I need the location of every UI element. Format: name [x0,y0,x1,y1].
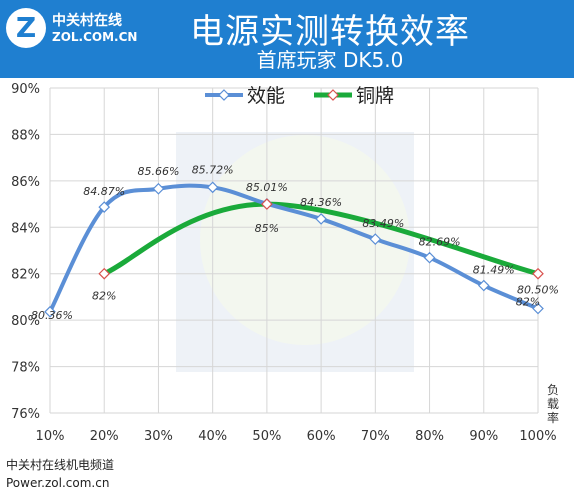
y-tick-label: 84% [11,221,40,236]
efficiency-point [423,251,436,264]
data-label-efficiency: 83.49% [362,217,404,230]
y-tick-label: 82% [11,268,40,283]
data-label-bronze: 82% [92,290,116,303]
chart-title: 电源实测转换效率 [190,12,470,52]
header-banner: Z 中关村在线 ZOL.COM.CN 电源实测转换效率 首席玩家 DK5.0 [0,0,574,78]
x-tick-label: 20% [90,429,119,444]
efficiency-point [98,201,111,213]
chart-subtitle: 首席玩家 DK5.0 [256,48,404,72]
efficiency-point [315,213,327,225]
x-tick-label: 100% [519,429,556,444]
efficiency-point [206,181,219,194]
y-tick-label: 86% [11,175,40,190]
footer-source: 中关村在线机电频道 [6,458,115,472]
x-tick-label: 80% [415,429,444,444]
efficiency-point [477,279,490,292]
y-tick-label: 90% [11,82,40,97]
data-label-efficiency: 81.49% [473,264,515,277]
bronze-point [261,198,273,210]
y-tick-label: 80% [11,314,40,329]
x-tick-label: 70% [361,429,390,444]
data-label-efficiency: 85.66% [137,165,179,178]
bronze-point [532,267,544,280]
legend-label-bronze: 铜牌 [356,85,394,107]
y-tick-label: 78% [11,361,40,376]
y-tick-label: 76% [11,407,40,422]
efficiency-point [369,233,382,245]
efficiency-point [152,182,165,195]
watermark-circle [200,135,410,345]
data-label-efficiency: 84.36% [300,196,342,209]
x-tick-label: 60% [307,429,336,444]
data-label-efficiency: 85.01% [246,181,288,194]
legend-label-efficiency: 效能 [247,85,285,107]
data-label-efficiency: 85.72% [192,163,234,176]
x-axis-title: 负载率 [547,383,559,425]
x-tick-label: 10% [36,429,65,444]
legend-marker-efficiency [218,89,230,101]
legend-marker-bronze [327,89,339,101]
data-label-efficiency: 80.36% [31,309,73,322]
bronze-point [98,267,111,280]
zol-logo-icon: Z [6,8,46,48]
y-tick-label: 88% [11,128,40,143]
series-line-efficiency [48,183,540,314]
logo-cn-text: 中关村在线 [52,13,122,29]
data-label-efficiency: 82.69% [419,236,461,249]
logo-en-text: ZOL.COM.CN [52,30,138,44]
efficiency-point [532,302,544,315]
x-tick-label: 50% [252,429,281,444]
data-label-bronze: 85% [255,222,279,235]
data-label-efficiency: 80.50% [517,284,559,297]
data-label-efficiency: 84.87% [83,185,125,198]
data-label-bronze: 82% [516,296,540,309]
efficiency-point [44,305,56,318]
x-tick-label: 90% [469,429,498,444]
x-tick-label: 40% [198,429,227,444]
footer-url: Power.zol.com.cn [6,476,110,490]
zol-logo: Z 中关村在线 ZOL.COM.CN [6,8,138,56]
x-tick-label: 30% [144,429,173,444]
